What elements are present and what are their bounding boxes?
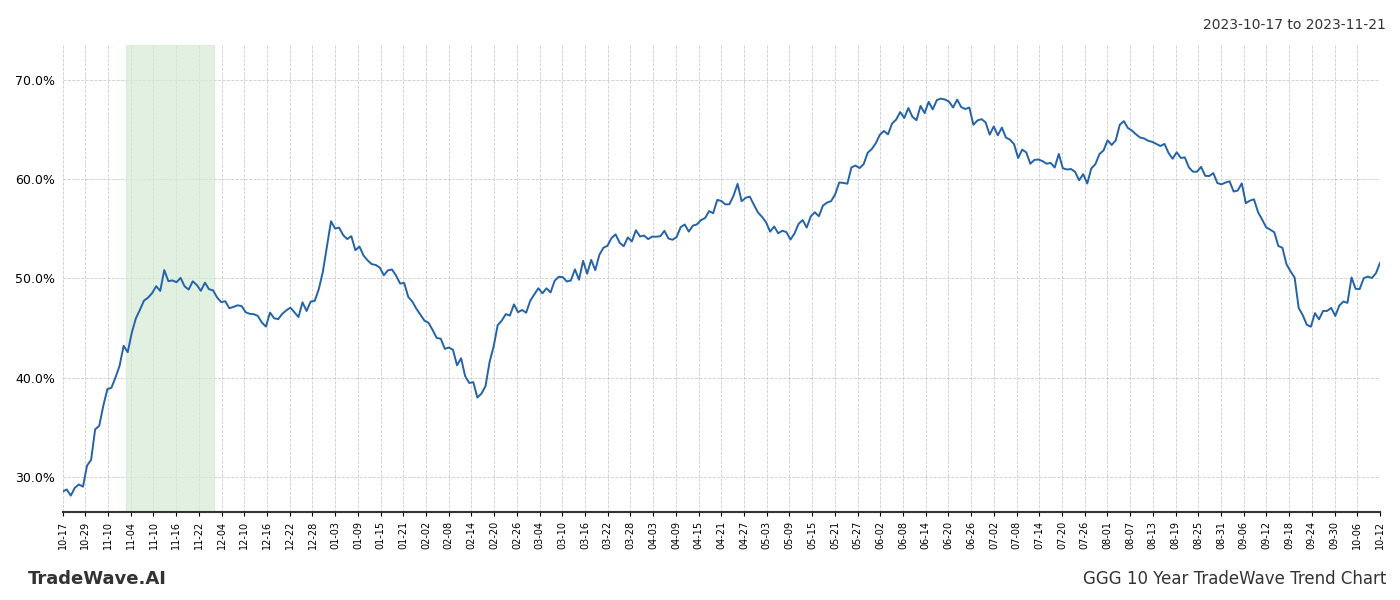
Text: 2023-10-17 to 2023-11-21: 2023-10-17 to 2023-11-21: [1203, 18, 1386, 32]
Text: TradeWave.AI: TradeWave.AI: [28, 570, 167, 588]
Text: GGG 10 Year TradeWave Trend Chart: GGG 10 Year TradeWave Trend Chart: [1082, 570, 1386, 588]
Bar: [126, 45, 214, 512]
